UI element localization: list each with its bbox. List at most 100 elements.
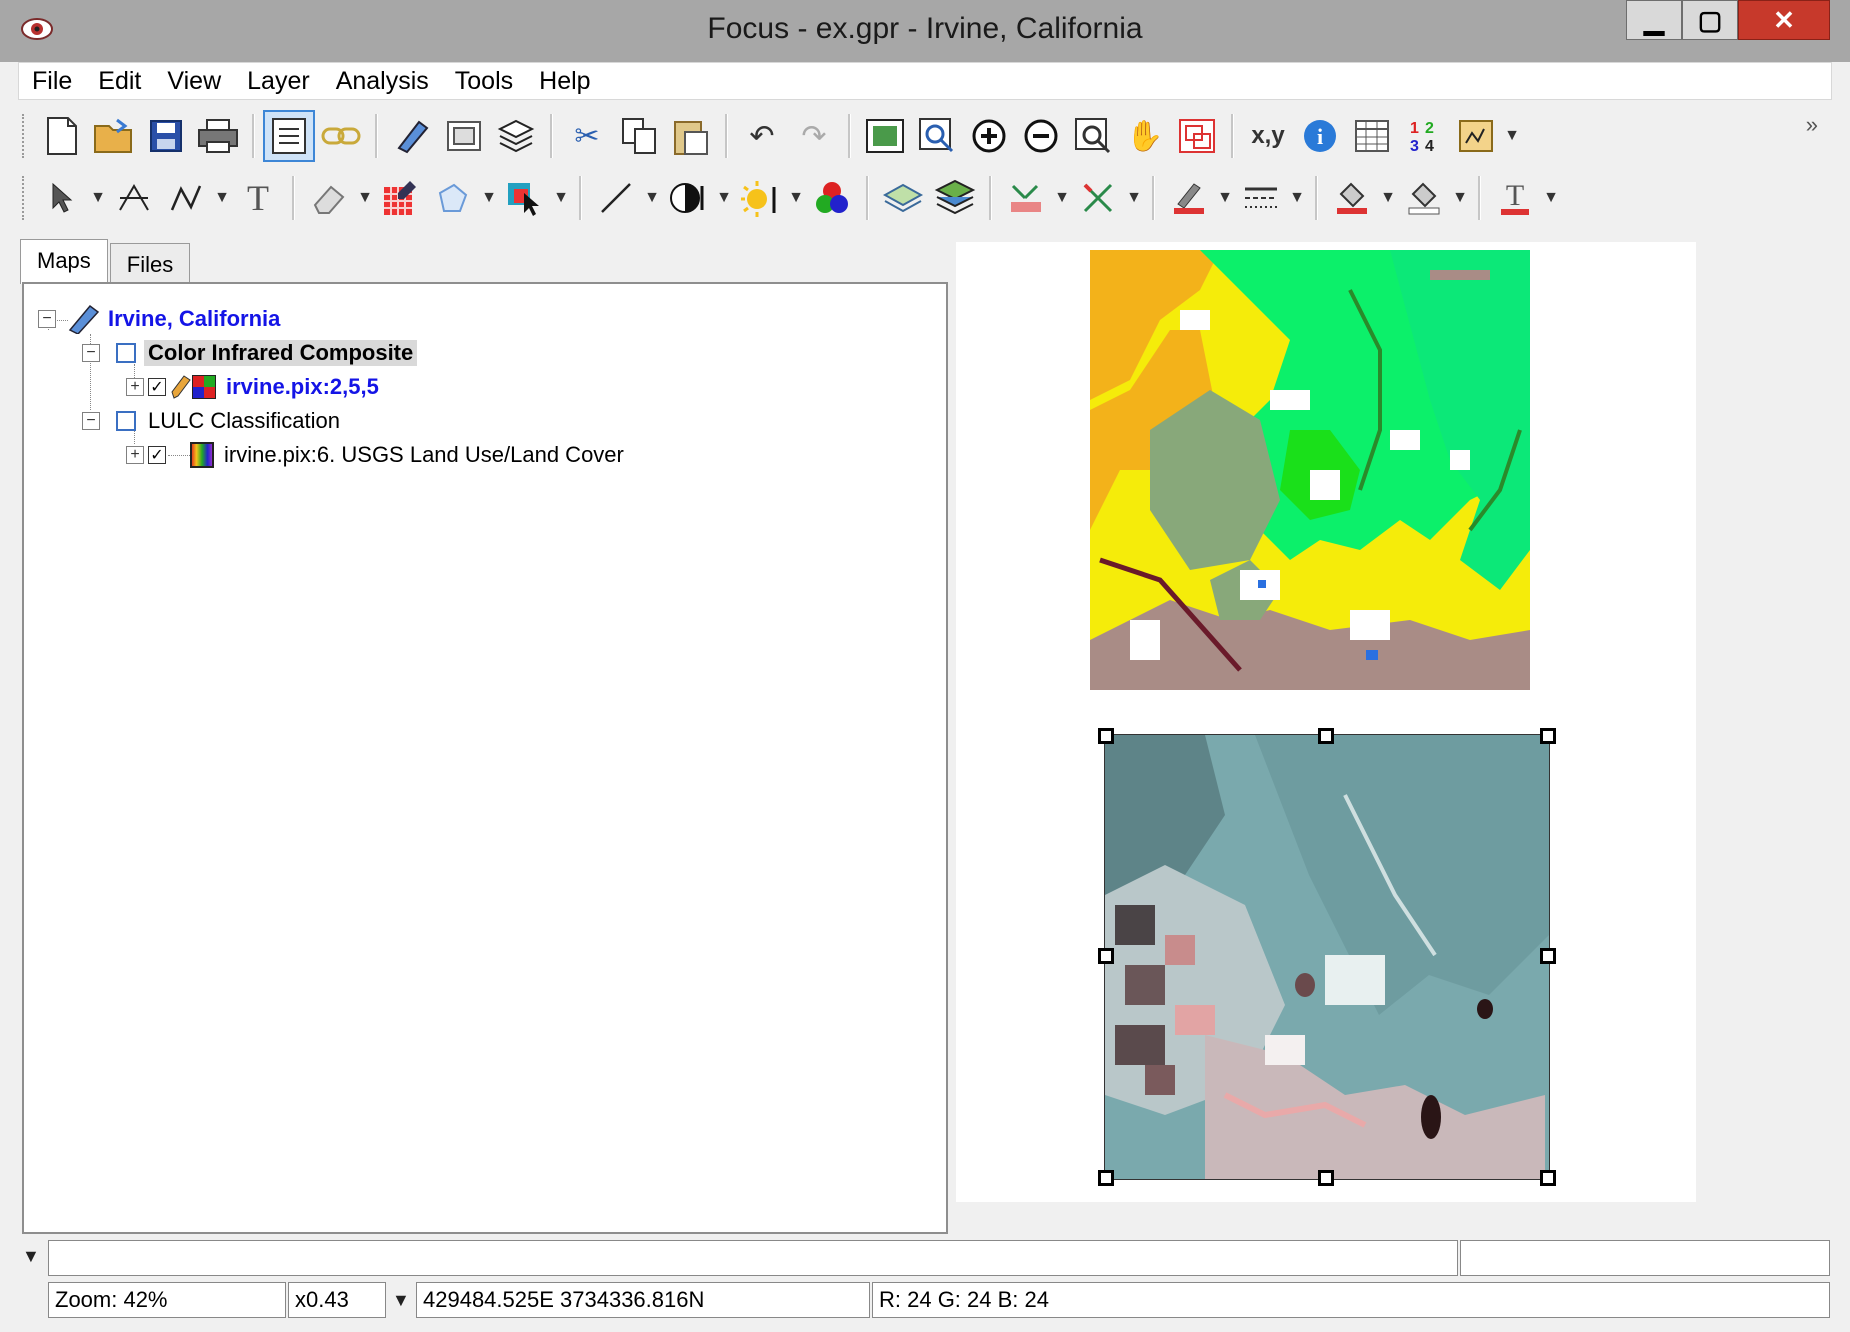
fill-pattern-dropdown[interactable]: ▼: [1452, 189, 1468, 206]
line-tool-icon[interactable]: [590, 172, 642, 224]
area-frame-icon[interactable]: [438, 110, 490, 162]
eraser-icon[interactable]: [303, 172, 355, 224]
resize-handle-ne[interactable]: [1540, 728, 1556, 744]
menu-file[interactable]: File: [32, 66, 73, 95]
tree-node-layer-cir[interactable]: + ✓ irvine.pix:2,5,5: [126, 372, 379, 402]
new-file-icon[interactable]: [36, 110, 88, 162]
line-style-icon[interactable]: [1235, 172, 1287, 224]
expand-icon[interactable]: +: [126, 378, 144, 396]
toolbar-grip[interactable]: [22, 114, 28, 158]
color-infrared-image[interactable]: [1104, 734, 1550, 1180]
menu-help[interactable]: Help: [539, 66, 591, 95]
vector-style-dropdown[interactable]: ▼: [1054, 189, 1070, 206]
zoom-extent-icon[interactable]: [859, 110, 911, 162]
ruler-icon[interactable]: [1450, 110, 1502, 162]
collapse-icon[interactable]: −: [82, 344, 100, 362]
scale-field[interactable]: x0.43: [288, 1282, 386, 1318]
polygon-fill-icon[interactable]: [427, 172, 479, 224]
rgb-channels-icon[interactable]: [806, 172, 858, 224]
info-icon[interactable]: i: [1294, 110, 1346, 162]
layer-visible-checkbox[interactable]: ✓: [148, 378, 166, 396]
line-color-icon[interactable]: [1163, 172, 1215, 224]
eraser-dropdown[interactable]: ▼: [357, 189, 373, 206]
toolbar-overflow-icon[interactable]: »: [1805, 112, 1818, 137]
polyline-icon[interactable]: [160, 172, 212, 224]
brightness-icon[interactable]: [734, 172, 786, 224]
copy-icon[interactable]: [613, 110, 665, 162]
ruler-dropdown[interactable]: ▼: [1504, 127, 1520, 144]
tab-files[interactable]: Files: [109, 243, 191, 284]
expand-icon[interactable]: +: [126, 446, 144, 464]
fill-color-icon[interactable]: [1326, 172, 1378, 224]
text-color-icon[interactable]: T: [1489, 172, 1541, 224]
pan-hand-icon[interactable]: ✋: [1126, 119, 1164, 153]
vector-style-2-dropdown[interactable]: ▼: [1126, 189, 1142, 206]
zoom-actual-icon[interactable]: [1067, 110, 1119, 162]
resize-handle-s[interactable]: [1318, 1170, 1334, 1186]
link-icon[interactable]: [315, 110, 367, 162]
toolbar-grip-2[interactable]: [22, 176, 28, 220]
vector-style-icon[interactable]: [1000, 172, 1052, 224]
layer-stack-colored-icon[interactable]: [929, 172, 981, 224]
menu-layer[interactable]: Layer: [247, 66, 310, 95]
vector-style-2-icon[interactable]: [1072, 172, 1124, 224]
zoom-out-icon[interactable]: [1015, 110, 1067, 162]
attribute-table-icon[interactable]: [1346, 110, 1398, 162]
polygon-dropdown[interactable]: ▼: [481, 189, 497, 206]
status-menu-icon[interactable]: ▼: [22, 1246, 40, 1266]
open-folder-icon[interactable]: [88, 110, 140, 162]
redo-icon[interactable]: ↷: [801, 119, 827, 153]
select-arrow-icon[interactable]: [36, 172, 88, 224]
tree-node-area-cir[interactable]: − Color Infrared Composite: [82, 338, 418, 368]
text-tool-icon[interactable]: T: [247, 178, 269, 218]
scale-dropdown-icon[interactable]: ▼: [392, 1290, 410, 1310]
coordinates-icon[interactable]: x,y: [1251, 122, 1285, 149]
line-dropdown[interactable]: ▼: [644, 189, 660, 206]
fill-color-dropdown[interactable]: ▼: [1380, 189, 1396, 206]
contrast-dropdown[interactable]: ▼: [716, 189, 732, 206]
select-features-dropdown[interactable]: ▼: [553, 189, 569, 206]
text-color-dropdown[interactable]: ▼: [1543, 189, 1559, 206]
collapse-icon[interactable]: −: [82, 412, 100, 430]
tree-node-project[interactable]: − Irvine, California: [38, 304, 280, 334]
tree-node-layer-lulc[interactable]: + ✓ irvine.pix:6. USGS Land Use/Land Cov…: [126, 440, 624, 470]
resize-handle-sw[interactable]: [1098, 1170, 1114, 1186]
overview-icon[interactable]: [1171, 110, 1223, 162]
zoom-in-icon[interactable]: [963, 110, 1015, 162]
close-button[interactable]: ✕: [1738, 0, 1830, 40]
cut-icon[interactable]: ✂: [574, 119, 600, 153]
select-features-icon[interactable]: [499, 172, 551, 224]
line-color-dropdown[interactable]: ▼: [1217, 189, 1233, 206]
undo-icon[interactable]: ↶: [749, 119, 775, 153]
contrast-icon[interactable]: [662, 172, 714, 224]
resize-handle-n[interactable]: [1318, 728, 1334, 744]
layer-visible-checkbox[interactable]: ✓: [148, 446, 166, 464]
layout-view-icon[interactable]: [263, 110, 315, 162]
map-view[interactable]: [956, 242, 1830, 1230]
resize-handle-w[interactable]: [1098, 948, 1114, 964]
layer-plane-icon[interactable]: [877, 172, 929, 224]
paste-icon[interactable]: [665, 110, 717, 162]
resize-handle-e[interactable]: [1540, 948, 1556, 964]
app-eye-icon[interactable]: [20, 12, 54, 46]
polyline-dropdown[interactable]: ▼: [214, 189, 230, 206]
raster-edit-icon[interactable]: [375, 172, 427, 224]
menu-edit[interactable]: Edit: [98, 66, 142, 95]
select-dropdown[interactable]: ▼: [90, 189, 106, 206]
fill-pattern-icon[interactable]: [1398, 172, 1450, 224]
menu-analysis[interactable]: Analysis: [335, 66, 429, 95]
save-icon[interactable]: [140, 110, 192, 162]
resize-handle-se[interactable]: [1540, 1170, 1556, 1186]
resize-handle-nw[interactable]: [1098, 728, 1114, 744]
line-style-dropdown[interactable]: ▼: [1289, 189, 1305, 206]
brightness-dropdown[interactable]: ▼: [788, 189, 804, 206]
maximize-button[interactable]: ▢: [1682, 0, 1738, 40]
tab-maps[interactable]: Maps: [20, 239, 108, 284]
menu-tools[interactable]: Tools: [454, 66, 514, 95]
collapse-icon[interactable]: −: [38, 310, 56, 328]
map-scroll-icon[interactable]: [386, 110, 438, 162]
print-icon[interactable]: [192, 110, 244, 162]
minimize-button[interactable]: ▁: [1626, 0, 1682, 40]
vertex-edit-icon[interactable]: [108, 172, 160, 224]
